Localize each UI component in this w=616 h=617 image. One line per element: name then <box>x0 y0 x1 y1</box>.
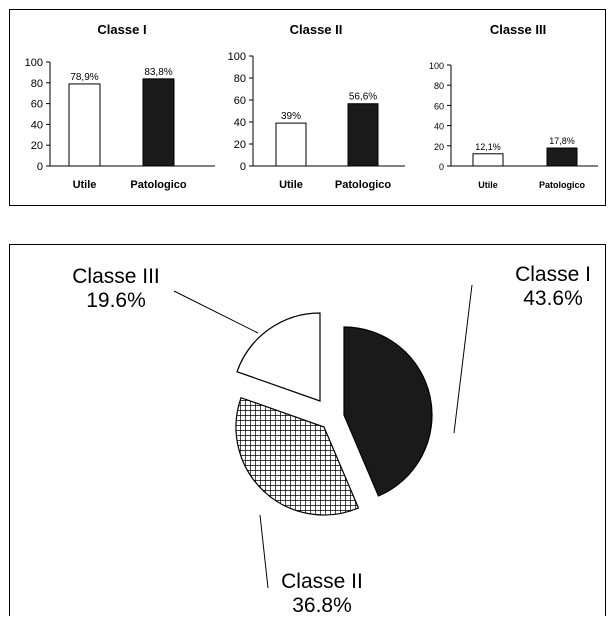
y-tick-label: 40 <box>234 117 246 129</box>
bar-patologico <box>546 147 578 167</box>
pie-label-name: Classe III <box>72 265 160 288</box>
y-tick-label: 40 <box>434 122 444 132</box>
y-tick-label: 0 <box>37 161 43 173</box>
pie-label-classe-iii: Classe III 19.6% <box>72 265 160 312</box>
x-category-label: Patologico <box>335 179 392 191</box>
pie-label-value: 19.6% <box>86 289 146 312</box>
chart-title: Classe III <box>490 22 546 37</box>
y-tick-label: 60 <box>31 99 43 111</box>
pie-label-classe-ii: Classe II 36.8% <box>281 570 363 617</box>
pie-label-name: Classe I <box>515 263 591 286</box>
x-category-label: Utile <box>73 179 97 191</box>
y-tick-label: 0 <box>240 161 246 173</box>
x-category-label: Utile <box>279 179 303 191</box>
chart-title: Classe II <box>290 22 343 37</box>
bar-utile <box>68 83 101 167</box>
pie-slice-classe-ii <box>235 396 360 516</box>
bar-value-label: 12,1% <box>475 142 501 152</box>
y-tick-label: 60 <box>234 95 246 107</box>
y-tick-label: 80 <box>234 73 246 85</box>
bar-value-label: 39% <box>281 111 301 122</box>
bar-value-label: 56,6% <box>349 92 377 103</box>
bar-value-label: 78,9% <box>70 72 98 83</box>
chart-title: Classe I <box>97 22 146 37</box>
bar-patologico <box>142 78 175 167</box>
x-category-label: Patologico <box>130 179 187 191</box>
bar-utile <box>472 153 504 167</box>
y-tick-label: 100 <box>429 61 444 71</box>
y-tick-label: 40 <box>31 119 43 131</box>
pie-slice-classe-iii <box>236 312 321 402</box>
bar-charts-panel: Classe I 0 20 40 60 80 100 78,9% Utile 83,8% Patol… <box>9 9 606 206</box>
bar-charts-svg: Classe I 0 20 40 60 80 100 78,9% Utile 83,8% Patol… <box>25 22 598 191</box>
pie-chart-panel: Classe I 43.6% Classe II 36.8% Classe III 19.… <box>9 244 606 617</box>
pie-label-classe-i: Classe I 43.6% <box>515 263 591 310</box>
pie-leader-line <box>453 284 473 434</box>
x-category-label: Patologico <box>539 180 586 190</box>
pie-chart: Classe I 43.6% Classe II 36.8% Classe III 19.… <box>72 263 591 617</box>
y-tick-label: 20 <box>434 142 444 152</box>
y-tick-label: 80 <box>31 78 43 90</box>
bar-value-label: 83,8% <box>144 67 172 78</box>
pie-leader-line <box>173 290 259 334</box>
pie-label-value: 43.6% <box>523 287 583 310</box>
bar-value-label: 17,8% <box>549 136 575 146</box>
y-tick-label: 100 <box>25 57 43 69</box>
pie-slice-classe-i <box>343 326 433 497</box>
bar-chart-1: Classe I 0 20 40 60 80 100 78,9% Utile 83,8% Patol… <box>25 22 215 191</box>
bar-utile <box>275 122 307 167</box>
y-tick-label: 0 <box>439 162 444 172</box>
pie-chart-svg: Classe I 43.6% Classe II 36.8% Classe III 19.… <box>72 263 591 617</box>
y-tick-label: 20 <box>234 139 246 151</box>
pie-leader-line <box>259 514 269 589</box>
bar-chart-3: Classe III 0 20 40 60 80 100 12,1% Utile 17,8% Pat… <box>429 22 598 190</box>
pie-label-value: 36.8% <box>292 594 352 617</box>
y-tick-label: 60 <box>434 101 444 111</box>
bar-patologico <box>347 103 379 167</box>
x-category-label: Utile <box>478 180 498 190</box>
bar-chart-2: Classe II 0 20 40 60 80 100 39% Utile 56,6% Patolo… <box>228 22 405 191</box>
y-tick-label: 100 <box>228 51 246 63</box>
pie-label-name: Classe II <box>281 570 363 593</box>
y-tick-label: 80 <box>434 81 444 91</box>
y-tick-label: 20 <box>31 140 43 152</box>
